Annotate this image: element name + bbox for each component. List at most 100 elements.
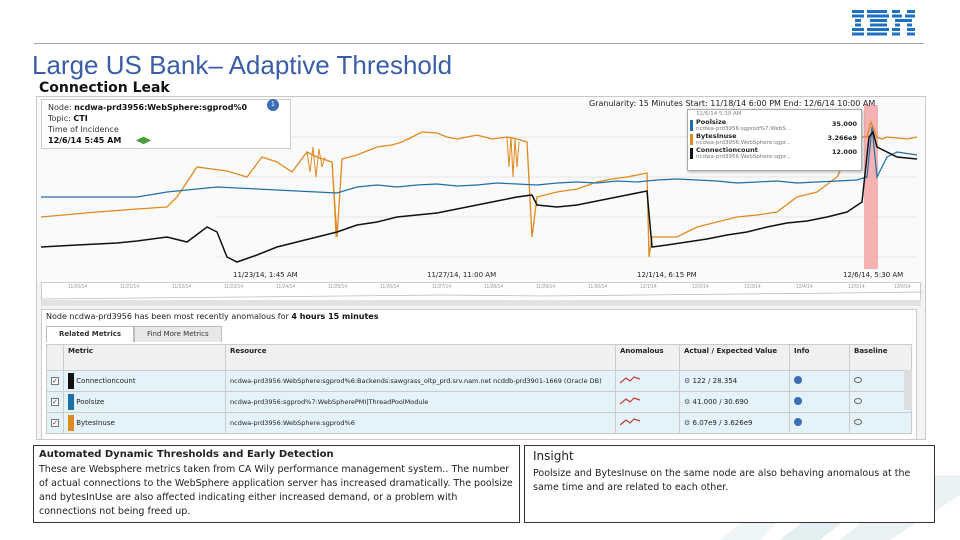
timeline-label: 11/29/14: [536, 284, 556, 290]
gear-icon: ⚙: [684, 398, 691, 406]
tooltip-row: BytesInuse ncdwa-prd3956:WebSphere:sgpr.…: [688, 132, 861, 146]
timeline-label: 12/4/14: [796, 284, 813, 290]
anomaly-trend-icon: [619, 376, 641, 384]
resource-cell: ncdwa-prd3956:WebSphere:sgprod%6:Backend…: [225, 370, 616, 392]
title-divider: [34, 43, 924, 44]
gear-icon: ⚙: [684, 419, 691, 427]
vertical-scrollbar[interactable]: [904, 370, 912, 410]
time-value: 12/6/14 5:45 AM: [48, 136, 122, 145]
baseline-icon[interactable]: [854, 377, 862, 383]
timeline-label: 11/21/14: [120, 284, 140, 290]
timeline-label: 11/24/14: [276, 284, 296, 290]
row-checkbox[interactable]: ✓: [51, 377, 59, 385]
poolsize-series: [41, 126, 918, 198]
anomalous-cell: [615, 412, 680, 434]
actual-expected-value: 41.000 / 30.690: [692, 398, 749, 406]
tab-related-metrics[interactable]: Related Metrics: [46, 326, 135, 342]
timeline-label: 12/6/14: [894, 284, 911, 290]
timeline-label: 12/3/14: [744, 284, 761, 290]
anomaly-message-text: Node ncdwa-prd3956 has been most recentl…: [46, 312, 289, 321]
x-axis-label: 11/23/14, 1:45 AM: [233, 271, 298, 279]
timeline-label: 11/25/14: [328, 284, 348, 290]
tooltip-metric-resource: ncdwa-prd3956:WebSphere:sgpr...: [696, 140, 791, 146]
node-value: ncdwa-prd3956:WebSphere:sgprod%0: [74, 103, 248, 112]
node-label: Node:: [48, 103, 72, 112]
timeline-label: 12/5/14: [848, 284, 865, 290]
horizontal-scrollbar[interactable]: [41, 300, 921, 306]
insight-body: Poolsize and BytesInuse on the same node…: [533, 468, 911, 493]
bytesinuse-spikes: [306, 136, 520, 238]
timeline-label: 11/28/14: [484, 284, 504, 290]
column-header-value: Actual / Expected Value: [679, 344, 790, 371]
info-cell: [789, 412, 850, 434]
table-row[interactable]: ✓ Poolsize ncdwa-prd3956:sgprod%7:WebSph…: [46, 391, 912, 413]
metric-cell: Connectioncount: [63, 370, 226, 392]
series-swatch: [690, 148, 693, 159]
slide-subtitle: Connection Leak: [39, 80, 170, 96]
tooltip-row: Poolsize ncdwa-prd3956:sgprod%7:WebS... …: [688, 118, 861, 132]
insight-box: Insight Poolsize and BytesInuse on the s…: [524, 445, 935, 523]
incident-info-panel: Node: ncdwa-prd3956:WebSphere:sgprod%0 T…: [41, 99, 291, 149]
metric-name: BytesInuse: [76, 419, 115, 427]
x-axis-label: 12/6/14, 5:30 AM: [843, 271, 904, 279]
row-checkbox[interactable]: ✓: [51, 398, 59, 406]
detection-body: These are Websphere metrics taken from C…: [39, 464, 513, 517]
baseline-cell: [849, 370, 912, 392]
anomaly-duration-message: Node ncdwa-prd3956 has been most recentl…: [46, 312, 378, 321]
info-icon[interactable]: [794, 397, 802, 405]
tab-find-more-metrics[interactable]: Find More Metrics: [134, 326, 222, 342]
timeline-label: 11/27/14: [432, 284, 452, 290]
row-checkbox[interactable]: ✓: [51, 419, 59, 427]
tooltip-metric-value: 35.000: [831, 120, 857, 128]
actual-expected-value: 122 / 28.354: [692, 377, 738, 385]
metric-name: Poolsize: [76, 398, 105, 406]
series-swatch: [690, 134, 693, 145]
anomaly-band: [864, 105, 878, 269]
notification-badge[interactable]: 1: [267, 99, 279, 111]
row-select-cell: ✓: [46, 391, 64, 413]
timeline-label: 11/30/14: [588, 284, 608, 290]
timeline-navigator[interactable]: 11/20/14 11/21/14 11/22/14 11/23/14 11/2…: [41, 282, 922, 304]
baseline-icon[interactable]: [854, 398, 862, 404]
ibm-logo: [852, 10, 915, 36]
actual-expected-value: 6.07e9 / 3.626e9: [692, 419, 753, 427]
slide-title: Large US Bank– Adaptive Threshold: [32, 50, 453, 80]
column-header-resource: Resource: [225, 344, 616, 371]
tooltip-metric-resource: ncdwa-prd3956:WebSphere:sgpr...: [696, 154, 791, 160]
metric-cell: BytesInuse: [63, 412, 226, 434]
resource-cell: ncdwa-prd3956:WebSphere:sgprod%6: [225, 412, 616, 434]
tooltip-metric-value: 3.266e9: [827, 134, 858, 142]
resource-cell: ncdwa-prd3956:sgprod%7:WebSpherePMI|Thre…: [225, 391, 616, 413]
tooltip-metric-resource: ncdwa-prd3956:sgprod%7:WebS...: [696, 126, 792, 132]
granularity-bar: Granularity: 15 Minutes Start: 11/18/14 …: [589, 99, 876, 108]
tooltip-metric-value: 12.000: [831, 148, 857, 156]
value-cell: ⚙ 6.07e9 / 3.626e9: [679, 412, 790, 434]
x-axis-labels: 11/23/14, 1:45 AM 11/27/14, 11:00 AM 12/…: [37, 271, 925, 281]
detection-explanation-box: Automated Dynamic Thresholds and Early D…: [33, 445, 520, 523]
column-header-baseline: Baseline: [849, 344, 912, 371]
baseline-icon[interactable]: [854, 419, 862, 425]
table-row[interactable]: ✓ BytesInuse ncdwa-prd3956:WebSphere:sgp…: [46, 412, 912, 434]
column-header-metric: Metric: [63, 344, 226, 371]
monitoring-screenshot: Node: ncdwa-prd3956:WebSphere:sgprod%0 T…: [36, 96, 926, 440]
info-icon[interactable]: [794, 418, 802, 426]
table-row[interactable]: ✓ Connectioncount ncdwa-prd3956:WebSpher…: [46, 370, 912, 392]
series-color-bar: [68, 373, 74, 389]
detection-heading: Automated Dynamic Thresholds and Early D…: [39, 449, 334, 460]
next-arrow-icon[interactable]: ▶: [143, 135, 152, 146]
topic-label: Topic:: [48, 114, 71, 123]
chart-tooltip: 12/6/14 5:30 AM Poolsize ncdwa-prd3956:s…: [687, 109, 862, 171]
anomaly-duration: 4 hours 15 minutes: [291, 312, 379, 321]
timeline-label: 12/1/14: [640, 284, 657, 290]
related-metrics-panel: Node ncdwa-prd3956 has been most recentl…: [41, 309, 917, 439]
anomalous-cell: [615, 370, 680, 392]
anomaly-trend-icon: [619, 418, 641, 426]
time-label: Time of Incidence: [48, 125, 119, 134]
gear-icon: ⚙: [684, 377, 691, 385]
info-cell: [789, 370, 850, 392]
info-icon[interactable]: [794, 376, 802, 384]
anomalous-cell: [615, 391, 680, 413]
series-color-bar: [68, 415, 74, 431]
x-axis-label: 11/27/14, 11:00 AM: [427, 271, 497, 279]
prev-arrow-icon[interactable]: ◀: [135, 135, 144, 146]
